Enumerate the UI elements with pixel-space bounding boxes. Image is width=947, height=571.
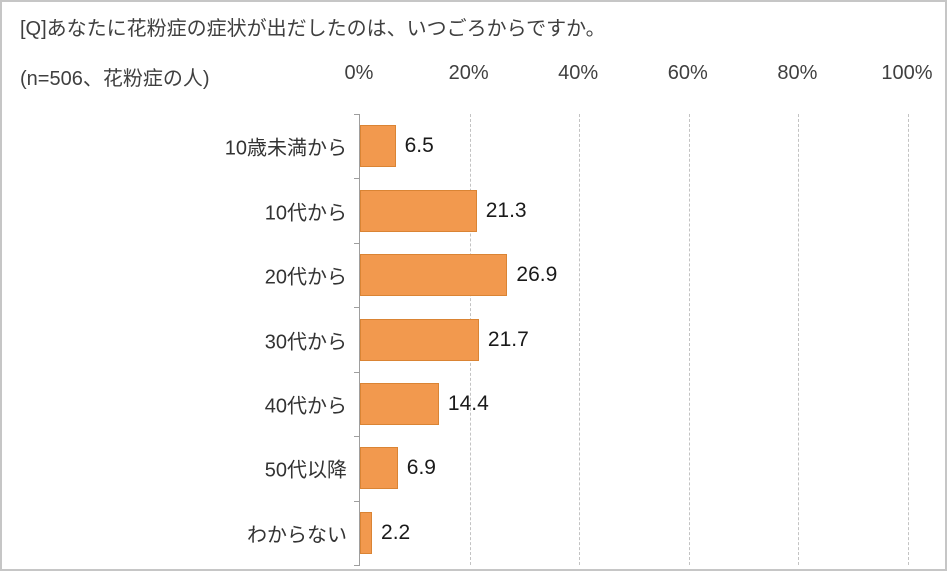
bar bbox=[360, 189, 477, 232]
bar bbox=[360, 254, 508, 297]
chart-title: [Q]あなたに花粉症の症状が出だしたのは、いつごろからですか。 bbox=[20, 18, 606, 40]
gridline bbox=[798, 114, 800, 565]
y-axis-tick bbox=[354, 307, 360, 308]
y-axis-tick bbox=[354, 178, 360, 179]
category-label: 30代から bbox=[264, 331, 347, 353]
x-tick-label: 40% bbox=[558, 62, 599, 84]
category-label: 20代から bbox=[264, 266, 347, 289]
x-tick-label: 100% bbox=[881, 62, 933, 84]
x-tick-label: 80% bbox=[777, 62, 818, 84]
value-label: 6.5 bbox=[404, 134, 434, 158]
x-axis-tick-labels: 0% 20% 40% 60% 80% 100% bbox=[345, 62, 933, 88]
sample-size-note: (n=506、花粉症の人) bbox=[20, 68, 210, 90]
category-labels: 10歳未満から 10代から 20代から 30代から 40代から 50代以降わからない bbox=[2, 114, 347, 565]
gridline bbox=[908, 114, 909, 565]
y-axis-tick bbox=[354, 114, 360, 115]
category-label: 40代から bbox=[264, 395, 347, 418]
bar bbox=[360, 382, 439, 425]
gridline bbox=[579, 114, 581, 565]
y-axis-tick bbox=[354, 372, 360, 373]
bar bbox=[360, 125, 396, 168]
x-tick-label: 0% bbox=[344, 62, 374, 84]
y-axis-tick bbox=[354, 501, 360, 502]
value-label: 14.4 bbox=[447, 391, 489, 415]
category-label: わからない bbox=[247, 524, 347, 547]
x-tick-label: 60% bbox=[667, 62, 708, 84]
value-label: 21.3 bbox=[485, 198, 527, 222]
y-axis-tick bbox=[354, 436, 360, 437]
value-label: 2.2 bbox=[381, 520, 411, 544]
bar bbox=[360, 511, 373, 554]
category-label: 50代以降 bbox=[264, 459, 347, 482]
value-label: 26.9 bbox=[516, 263, 558, 287]
value-label: 21.7 bbox=[487, 327, 529, 351]
y-axis-tick bbox=[354, 243, 360, 244]
gridline bbox=[688, 114, 690, 565]
bar bbox=[360, 447, 398, 490]
value-label: 6.9 bbox=[406, 456, 436, 480]
bar bbox=[360, 318, 479, 361]
plot-area: 6.5 21.3 26.9 21.7 14.4 6.9 2.2 bbox=[354, 114, 909, 566]
category-label: 10代から bbox=[264, 202, 347, 225]
category-label: 10歳未満から bbox=[224, 137, 347, 160]
y-axis-tick bbox=[354, 565, 360, 566]
x-tick-label: 20% bbox=[448, 62, 489, 84]
